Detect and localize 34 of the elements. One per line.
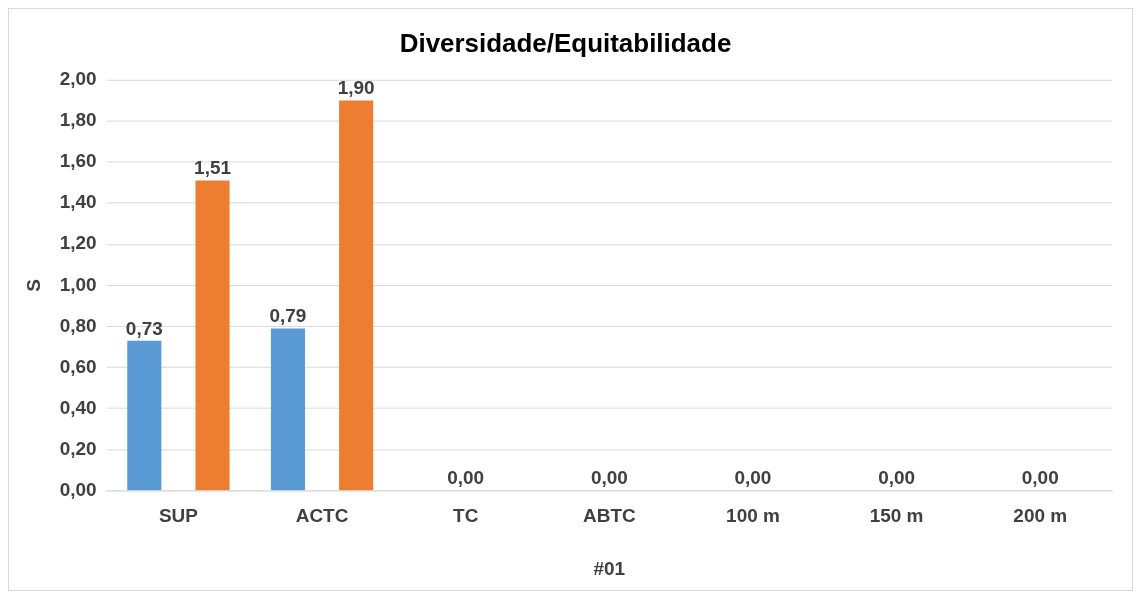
data-label: 0,00 — [734, 467, 772, 489]
y-axis-title: S — [22, 279, 44, 292]
x-axis-title: #01 — [593, 557, 626, 579]
y-tick-label: 1,40 — [59, 191, 97, 213]
y-tick-label: 1,20 — [59, 232, 97, 254]
y-tick-label: 0,40 — [59, 396, 97, 418]
bar — [127, 340, 162, 491]
x-tick-label: SUP — [158, 505, 198, 527]
y-tick-label: 0,60 — [59, 355, 97, 377]
y-tick-label: 0,00 — [59, 478, 97, 500]
x-tick-label: TC — [453, 505, 479, 527]
data-label: 1,51 — [194, 157, 231, 179]
data-label: 0,00 — [447, 467, 485, 489]
y-tick-label: 2,00 — [59, 68, 97, 90]
data-label: 0,79 — [269, 305, 307, 327]
y-tick-label: 1,80 — [59, 109, 97, 131]
x-tick-label: ACTC — [295, 505, 349, 527]
y-tick-label: 1,60 — [59, 150, 97, 172]
y-tick-label: 1,00 — [59, 273, 97, 295]
data-label: 0,00 — [878, 467, 916, 489]
bar — [270, 328, 305, 491]
chart-title: Diversidade/Equitabilidade — [399, 28, 732, 57]
bar — [339, 100, 374, 491]
data-label: 0,00 — [1021, 467, 1059, 489]
y-tick-label: 0,80 — [59, 314, 97, 336]
x-tick-label: ABTC — [582, 505, 636, 527]
data-label: 1,90 — [337, 77, 375, 99]
x-tick-label: 100 m — [726, 505, 780, 527]
x-tick-label: 150 m — [869, 505, 924, 527]
x-tick-label: 200 m — [1013, 505, 1068, 527]
bar — [195, 180, 230, 491]
data-label: 0,73 — [125, 317, 163, 339]
data-label: 0,00 — [590, 467, 628, 489]
y-tick-label: 0,20 — [59, 437, 97, 459]
